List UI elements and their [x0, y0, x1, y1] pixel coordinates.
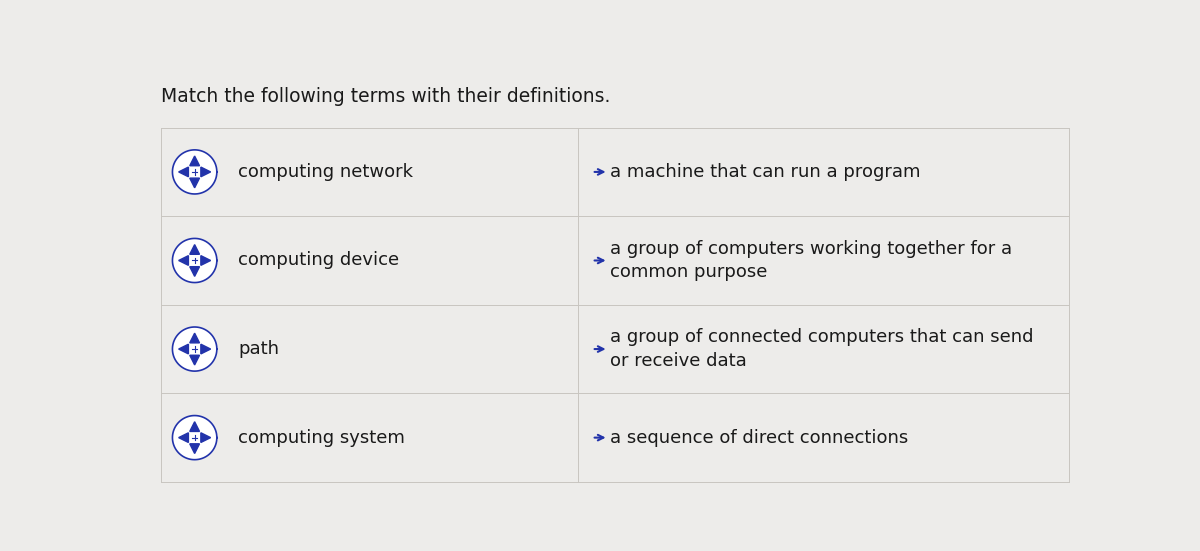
Polygon shape: [190, 178, 199, 188]
Polygon shape: [190, 333, 199, 343]
Text: computing system: computing system: [239, 429, 406, 447]
Polygon shape: [190, 267, 199, 277]
Text: a group of connected computers that can send
or receive data: a group of connected computers that can …: [611, 328, 1034, 370]
Polygon shape: [179, 256, 188, 266]
Text: a machine that can run a program: a machine that can run a program: [611, 163, 920, 181]
Text: a sequence of direct connections: a sequence of direct connections: [611, 429, 908, 447]
Polygon shape: [179, 344, 188, 354]
Polygon shape: [179, 167, 188, 177]
Text: Match the following terms with their definitions.: Match the following terms with their def…: [161, 88, 611, 106]
Polygon shape: [190, 355, 199, 365]
Text: computing network: computing network: [239, 163, 413, 181]
Polygon shape: [179, 433, 188, 442]
Polygon shape: [190, 444, 199, 453]
Polygon shape: [190, 156, 199, 166]
Polygon shape: [200, 256, 211, 266]
Polygon shape: [190, 422, 199, 431]
Polygon shape: [173, 415, 217, 460]
Polygon shape: [173, 150, 217, 194]
Text: a group of computers working together for a
common purpose: a group of computers working together fo…: [611, 240, 1013, 282]
Polygon shape: [173, 239, 217, 283]
Polygon shape: [200, 344, 211, 354]
Text: computing device: computing device: [239, 251, 400, 269]
Polygon shape: [173, 327, 217, 371]
Polygon shape: [200, 433, 211, 442]
Polygon shape: [190, 245, 199, 255]
Text: path: path: [239, 340, 280, 358]
Polygon shape: [200, 167, 211, 177]
